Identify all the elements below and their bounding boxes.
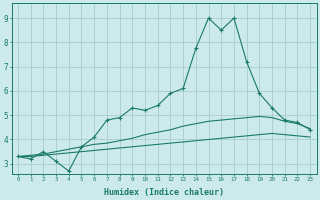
X-axis label: Humidex (Indice chaleur): Humidex (Indice chaleur) bbox=[104, 188, 224, 197]
